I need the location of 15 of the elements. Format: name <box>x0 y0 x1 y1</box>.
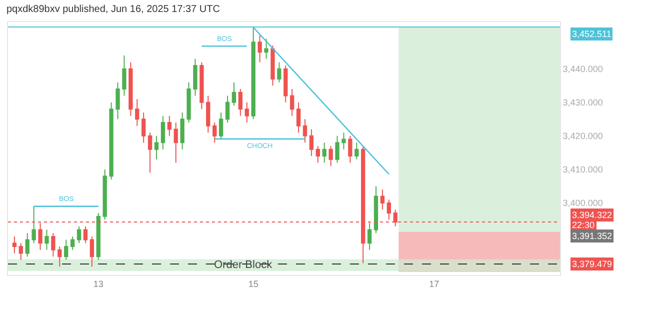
x-tick-label: 17 <box>429 278 440 289</box>
y-tick-label: 3,420.000 <box>562 131 603 142</box>
y-tick-label: 3,440.000 <box>562 64 603 74</box>
x-tick-label: 13 <box>93 278 104 289</box>
text: 22:30 <box>572 220 595 230</box>
band-label: Order Block <box>214 259 273 271</box>
chart-title: pqxdk89bxv published, Jun 16, 2025 17:37 UTC <box>6 4 220 15</box>
text: 3,379.479 <box>572 259 612 269</box>
ref-line-label: 3,452.511 <box>572 29 612 39</box>
y-tick-label: 3,430.000 <box>562 98 603 108</box>
y-tick-label: 3,400.000 <box>562 198 603 208</box>
x-tick-label: 15 <box>248 278 258 289</box>
y-tick-label: 3,410.000 <box>562 164 603 175</box>
ref-line-label: 3,394.322 <box>572 210 612 220</box>
text: 3,391.352 <box>572 231 612 241</box>
